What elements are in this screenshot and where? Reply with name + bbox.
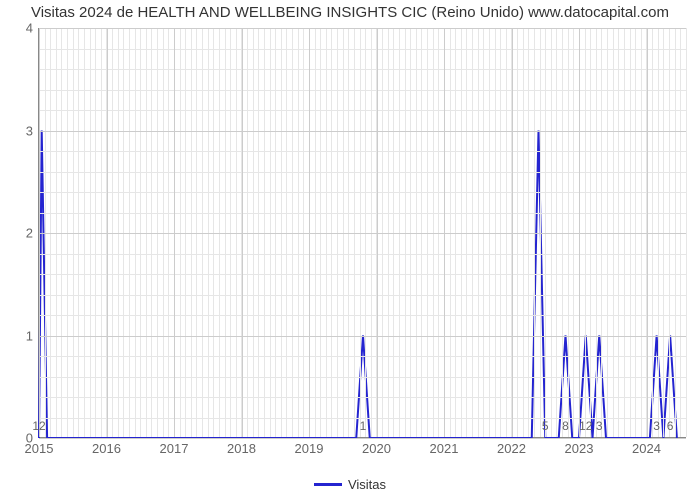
- grid-v-major: [647, 28, 648, 437]
- x-tick-label: 2022: [497, 437, 526, 456]
- grid-v-major: [39, 28, 40, 437]
- grid-h-minor: [39, 315, 686, 316]
- x-tick-label: 2023: [565, 437, 594, 456]
- grid-h-minor: [39, 295, 686, 296]
- x-tick-label: 2015: [25, 437, 54, 456]
- x-tick-label: 2020: [362, 437, 391, 456]
- grid-v-major: [512, 28, 513, 437]
- grid-h-minor: [39, 254, 686, 255]
- grid-h-minor: [39, 110, 686, 111]
- grid-h-minor: [39, 69, 686, 70]
- data-point-label: 3: [653, 419, 660, 433]
- grid-v-major: [309, 28, 310, 437]
- x-tick-label: 2021: [430, 437, 459, 456]
- grid-v-major: [579, 28, 580, 437]
- data-point-label: 1: [360, 419, 367, 433]
- grid-h-minor: [39, 356, 686, 357]
- x-tick-label: 2017: [160, 437, 189, 456]
- grid-v-major: [242, 28, 243, 437]
- legend-label: Visitas: [348, 477, 386, 492]
- grid-h-minor: [39, 397, 686, 398]
- grid-h-minor: [39, 192, 686, 193]
- data-point-label: 5: [542, 419, 549, 433]
- legend-swatch: [314, 483, 342, 486]
- data-point-label: 8: [562, 419, 569, 433]
- y-tick-label: 2: [26, 226, 39, 241]
- data-point-label: 12: [32, 419, 45, 433]
- grid-h-major: [39, 28, 686, 29]
- data-point-label: 6: [667, 419, 674, 433]
- grid-h-major: [39, 336, 686, 337]
- chart-container: Visitas 2024 de HEALTH AND WELLBEING INS…: [0, 0, 700, 500]
- grid-h-minor: [39, 377, 686, 378]
- grid-v-major: [377, 28, 378, 437]
- y-tick-label: 1: [26, 328, 39, 343]
- x-tick-label: 2024: [632, 437, 661, 456]
- x-tick-label: 2019: [295, 437, 324, 456]
- y-tick-label: 3: [26, 123, 39, 138]
- x-tick-label: 2016: [92, 437, 121, 456]
- grid-h-minor: [39, 49, 686, 50]
- grid-h-minor: [39, 213, 686, 214]
- plot-area: 0123420152016201720182019202020212022202…: [38, 28, 686, 438]
- grid-h-minor: [39, 151, 686, 152]
- grid-h-major: [39, 131, 686, 132]
- grid-h-minor: [39, 90, 686, 91]
- grid-v-major: [107, 28, 108, 437]
- x-tick-label: 2018: [227, 437, 256, 456]
- grid-h-minor: [39, 172, 686, 173]
- data-point-label: 3: [596, 419, 603, 433]
- legend: Visitas: [0, 476, 700, 492]
- grid-v-major: [444, 28, 445, 437]
- grid-v-minor: [686, 28, 687, 437]
- grid-h-major: [39, 233, 686, 234]
- grid-v-major: [174, 28, 175, 437]
- y-tick-label: 4: [26, 21, 39, 36]
- grid-h-minor: [39, 274, 686, 275]
- chart-title: Visitas 2024 de HEALTH AND WELLBEING INS…: [0, 4, 700, 21]
- data-point-label: 12: [579, 419, 592, 433]
